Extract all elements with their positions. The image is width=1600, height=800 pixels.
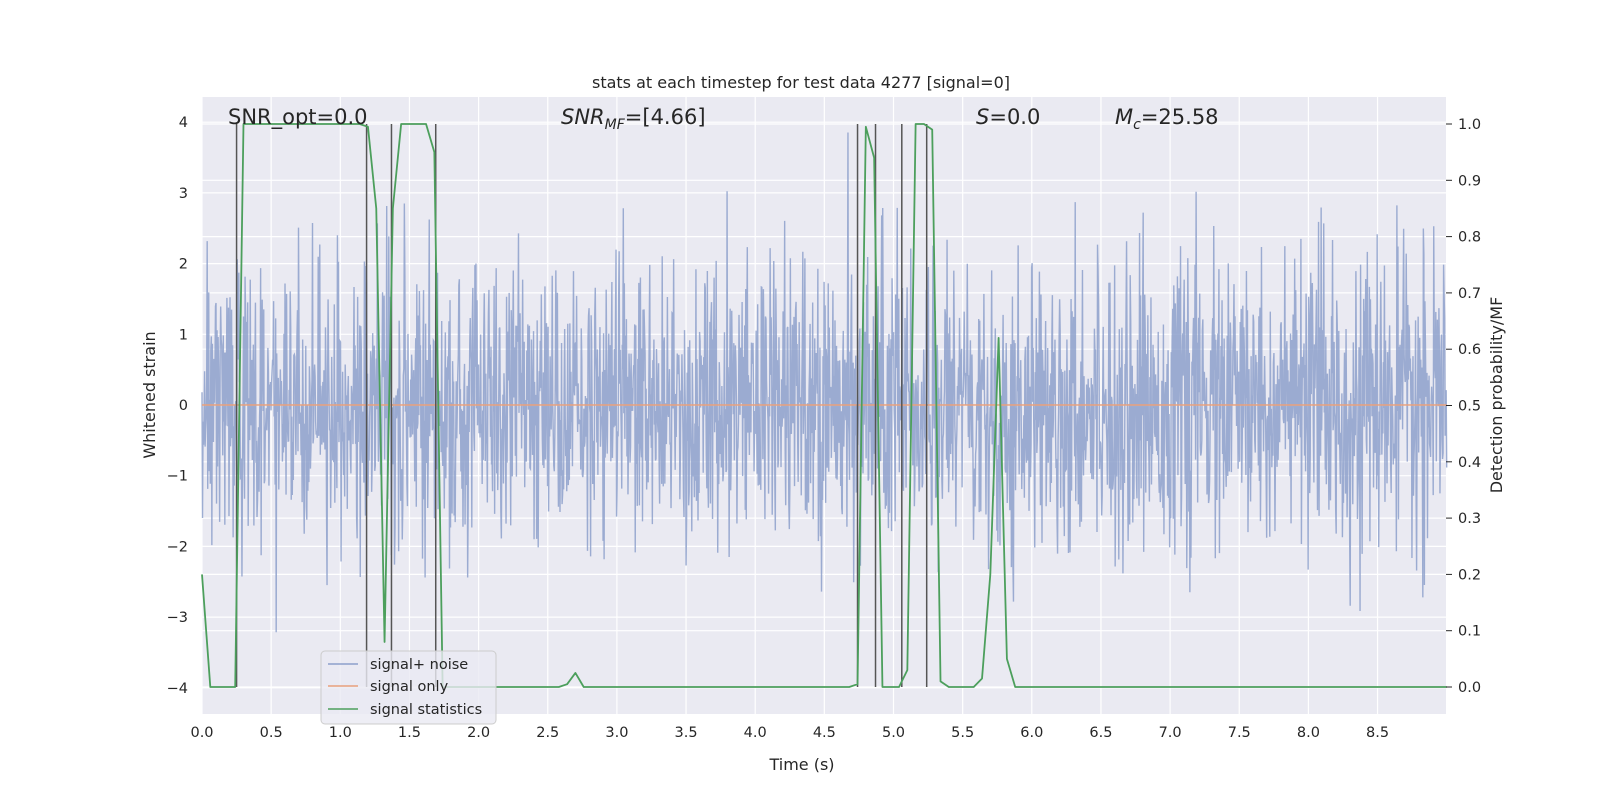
y-axis-label: Whitened strain <box>140 331 159 458</box>
s-symbol: S <box>976 105 989 129</box>
x-tick-label: 0.5 <box>260 725 283 741</box>
legend-label-signal-statistics: signal statistics <box>370 702 482 718</box>
x-tick-label: 0.0 <box>190 725 213 741</box>
series-signal-statistics <box>201 123 1447 688</box>
y2-tick-label: 0.0 <box>1458 680 1481 696</box>
legend-label-signal-noise: signal+ noise <box>370 657 468 673</box>
x-tick-label: 2.5 <box>536 725 559 741</box>
x-tick-label: 3.0 <box>605 725 628 741</box>
y2-tick-label: 0.9 <box>1458 173 1481 189</box>
x-tick-label: 6.0 <box>1020 725 1043 741</box>
x-tick-label: 4.5 <box>813 725 836 741</box>
y-tick-label: 3 <box>179 186 188 202</box>
y2-tick-label: 0.6 <box>1458 342 1481 358</box>
y-axis-right: 1.0 0.9 0.8 0.7 0.6 0.5 0.4 0.3 0.2 0.1 0.0 <box>1446 117 1481 696</box>
x-tick-label: 6.5 <box>1089 725 1112 741</box>
y2-axis-label: Detection probability/MF <box>1487 297 1506 494</box>
y-tick-label: −4 <box>167 681 188 697</box>
annotation-snr-opt: SNR_opt=0.0 <box>228 105 368 130</box>
legend: signal+ noise signal only signal statist… <box>320 650 497 725</box>
x-tick-label: 1.0 <box>329 725 352 741</box>
y2-tick-label: 1.0 <box>1458 117 1481 133</box>
x-tick-label: 4.0 <box>744 725 767 741</box>
mc-value: =25.58 <box>1141 105 1219 129</box>
y2-tick-label: 0.7 <box>1458 286 1481 302</box>
y-tick-label: 4 <box>179 115 188 131</box>
y-tick-label: 2 <box>179 257 188 273</box>
x-tick-label: 5.0 <box>882 725 905 741</box>
y2-tick-label: 0.5 <box>1458 399 1481 415</box>
x-tick-label: 8.0 <box>1297 725 1320 741</box>
y-tick-label: 1 <box>179 327 188 343</box>
x-tick-label: 3.5 <box>675 725 698 741</box>
y-tick-label: −3 <box>167 610 188 626</box>
x-tick-label: 5.5 <box>951 725 974 741</box>
y-axis-left: 4 3 2 1 0 −1 −2 −3 −4 <box>167 115 188 697</box>
x-tick-label: 7.5 <box>1228 725 1251 741</box>
s-value: =0.0 <box>989 105 1040 129</box>
snr-mf-value: =[4.66] <box>625 105 706 129</box>
y-tick-label: −2 <box>167 539 188 555</box>
y2-tick-label: 0.4 <box>1458 455 1481 471</box>
chart-title: stats at each timestep for test data 427… <box>592 73 1010 92</box>
y2-tick-label: 0.8 <box>1458 230 1481 246</box>
mc-subscript: c <box>1133 117 1141 133</box>
snr-mf-subscript: MF <box>605 117 626 133</box>
x-tick-label: 8.5 <box>1366 725 1389 741</box>
x-tick-label: 7.0 <box>1159 725 1182 741</box>
series-layer <box>201 123 1448 688</box>
snr-mf-symbol: SNR <box>561 105 605 129</box>
x-axis-label: Time (s) <box>768 755 834 774</box>
y-tick-label: −1 <box>167 469 188 485</box>
y-tick-label: 0 <box>179 398 188 414</box>
x-tick-label: 1.5 <box>398 725 421 741</box>
annotation-snr-mf: SNRMF=[4.66] <box>561 105 706 133</box>
x-tick-label: 2.0 <box>467 725 490 741</box>
x-axis: 0.0 0.5 1.0 1.5 2.0 2.5 3.0 3.5 4.0 4.5 5.0 5.5 6.0 6… <box>190 725 1389 741</box>
y2-tick-label: 0.2 <box>1458 567 1481 583</box>
legend-label-signal-only: signal only <box>370 679 449 695</box>
legend-box <box>320 650 497 725</box>
annotation-s: S=0.0 <box>976 105 1040 129</box>
y2-tick-label: 0.3 <box>1458 511 1481 527</box>
annotation-mc: Mc=25.58 <box>1115 105 1219 133</box>
series-signal-noise <box>201 132 1448 633</box>
mc-symbol: M <box>1115 105 1133 129</box>
y2-tick-label: 0.1 <box>1458 624 1481 640</box>
